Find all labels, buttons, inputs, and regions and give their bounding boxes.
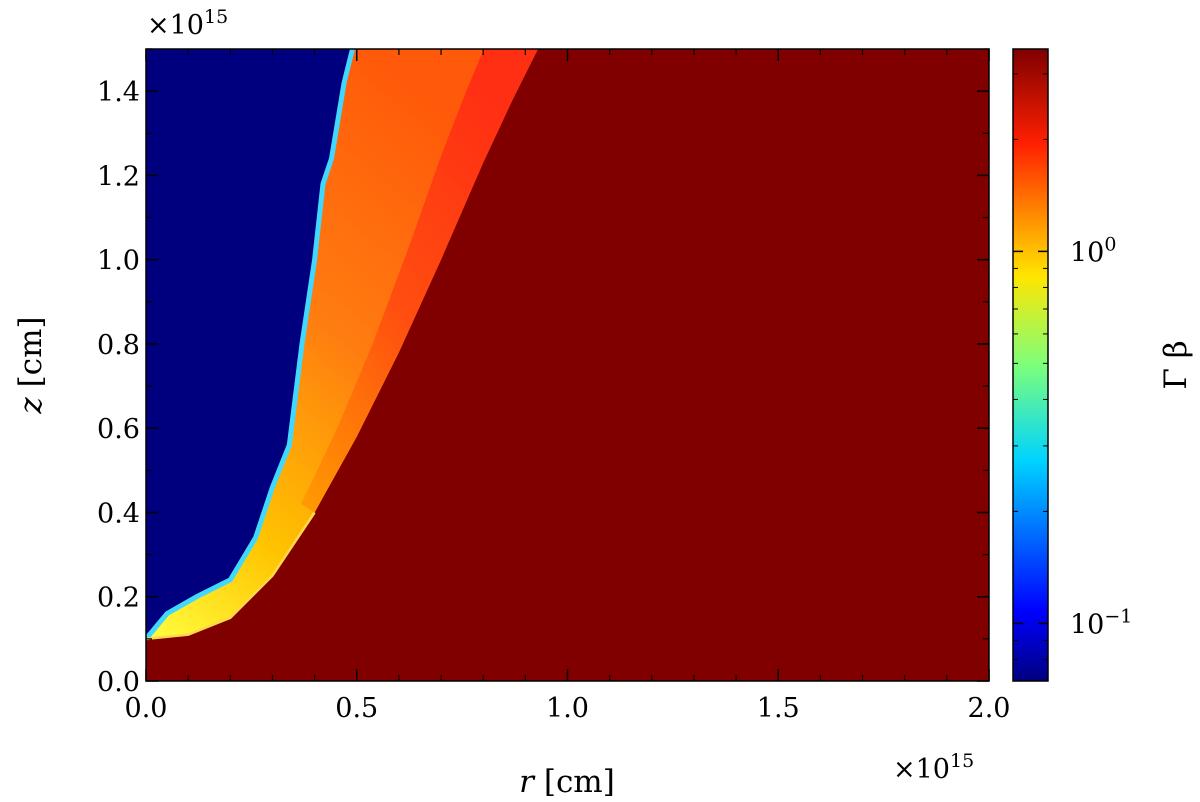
y-tick-label: 0.2 <box>97 583 140 614</box>
y-tick-label: 0.0 <box>97 667 140 698</box>
y-offset-text: ×1015 <box>147 6 228 41</box>
colorbar-tick-label: 10−1 <box>1070 605 1132 640</box>
colorbar <box>1012 48 1049 682</box>
jet-core-region <box>146 49 353 639</box>
x-tick-label: 0.0 <box>125 693 168 724</box>
shock-front-line <box>146 511 316 641</box>
colorbar-label: Γ β <box>1158 340 1194 389</box>
x-tick-label: 1.5 <box>757 693 800 724</box>
y-axis-title: z [cm] <box>13 316 49 414</box>
axis-tick-labels: 0.0 0.5 1.0 1.5 2.0 0.0 0.2 0.4 0.6 0.8 1.0 1.2 1.4 <box>97 77 1010 724</box>
x-tick-label: 1.0 <box>546 693 589 724</box>
heatmap-plot <box>146 49 989 681</box>
y-tick-label: 1.0 <box>97 246 140 277</box>
jet-edge-line <box>146 49 355 641</box>
x-tick-label: 0.5 <box>335 693 378 724</box>
axis-ticks <box>145 48 990 682</box>
x-axis-title: r [cm] <box>519 764 615 800</box>
shell-region <box>301 49 538 513</box>
y-tick-label: 1.2 <box>97 161 140 192</box>
colorbar-tick-label: 100 <box>1070 233 1116 268</box>
y-tick-label: 0.4 <box>97 498 140 529</box>
x-tick-label: 2.0 <box>968 693 1011 724</box>
y-tick-label: 0.6 <box>97 414 140 445</box>
colorbar-ticks: 100 10−1 <box>1013 73 1132 660</box>
x-offset-text: ×1015 <box>893 750 974 785</box>
y-tick-label: 0.8 <box>97 330 140 361</box>
y-tick-label: 1.4 <box>97 77 140 108</box>
